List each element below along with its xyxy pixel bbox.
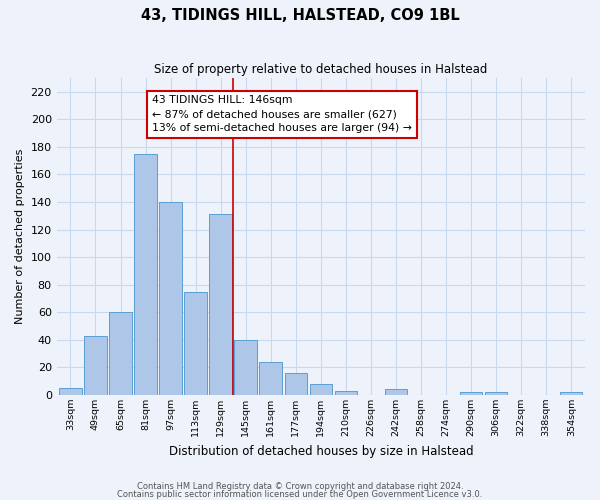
Bar bbox=[109, 312, 132, 395]
Bar bbox=[209, 214, 232, 395]
Bar bbox=[184, 292, 207, 395]
Y-axis label: Number of detached properties: Number of detached properties bbox=[15, 149, 25, 324]
Bar bbox=[335, 391, 357, 395]
Bar bbox=[460, 392, 482, 395]
Title: Size of property relative to detached houses in Halstead: Size of property relative to detached ho… bbox=[154, 62, 488, 76]
Bar bbox=[560, 392, 583, 395]
Bar bbox=[160, 202, 182, 395]
Bar bbox=[59, 388, 82, 395]
Bar bbox=[385, 390, 407, 395]
Bar bbox=[134, 154, 157, 395]
Bar bbox=[284, 373, 307, 395]
Bar bbox=[310, 384, 332, 395]
Bar bbox=[235, 340, 257, 395]
Text: 43, TIDINGS HILL, HALSTEAD, CO9 1BL: 43, TIDINGS HILL, HALSTEAD, CO9 1BL bbox=[140, 8, 460, 22]
Text: 43 TIDINGS HILL: 146sqm
← 87% of detached houses are smaller (627)
13% of semi-d: 43 TIDINGS HILL: 146sqm ← 87% of detache… bbox=[152, 96, 412, 134]
X-axis label: Distribution of detached houses by size in Halstead: Distribution of detached houses by size … bbox=[169, 444, 473, 458]
Bar bbox=[259, 362, 282, 395]
Text: Contains public sector information licensed under the Open Government Licence v3: Contains public sector information licen… bbox=[118, 490, 482, 499]
Text: Contains HM Land Registry data © Crown copyright and database right 2024.: Contains HM Land Registry data © Crown c… bbox=[137, 482, 463, 491]
Bar bbox=[84, 336, 107, 395]
Bar bbox=[485, 392, 508, 395]
